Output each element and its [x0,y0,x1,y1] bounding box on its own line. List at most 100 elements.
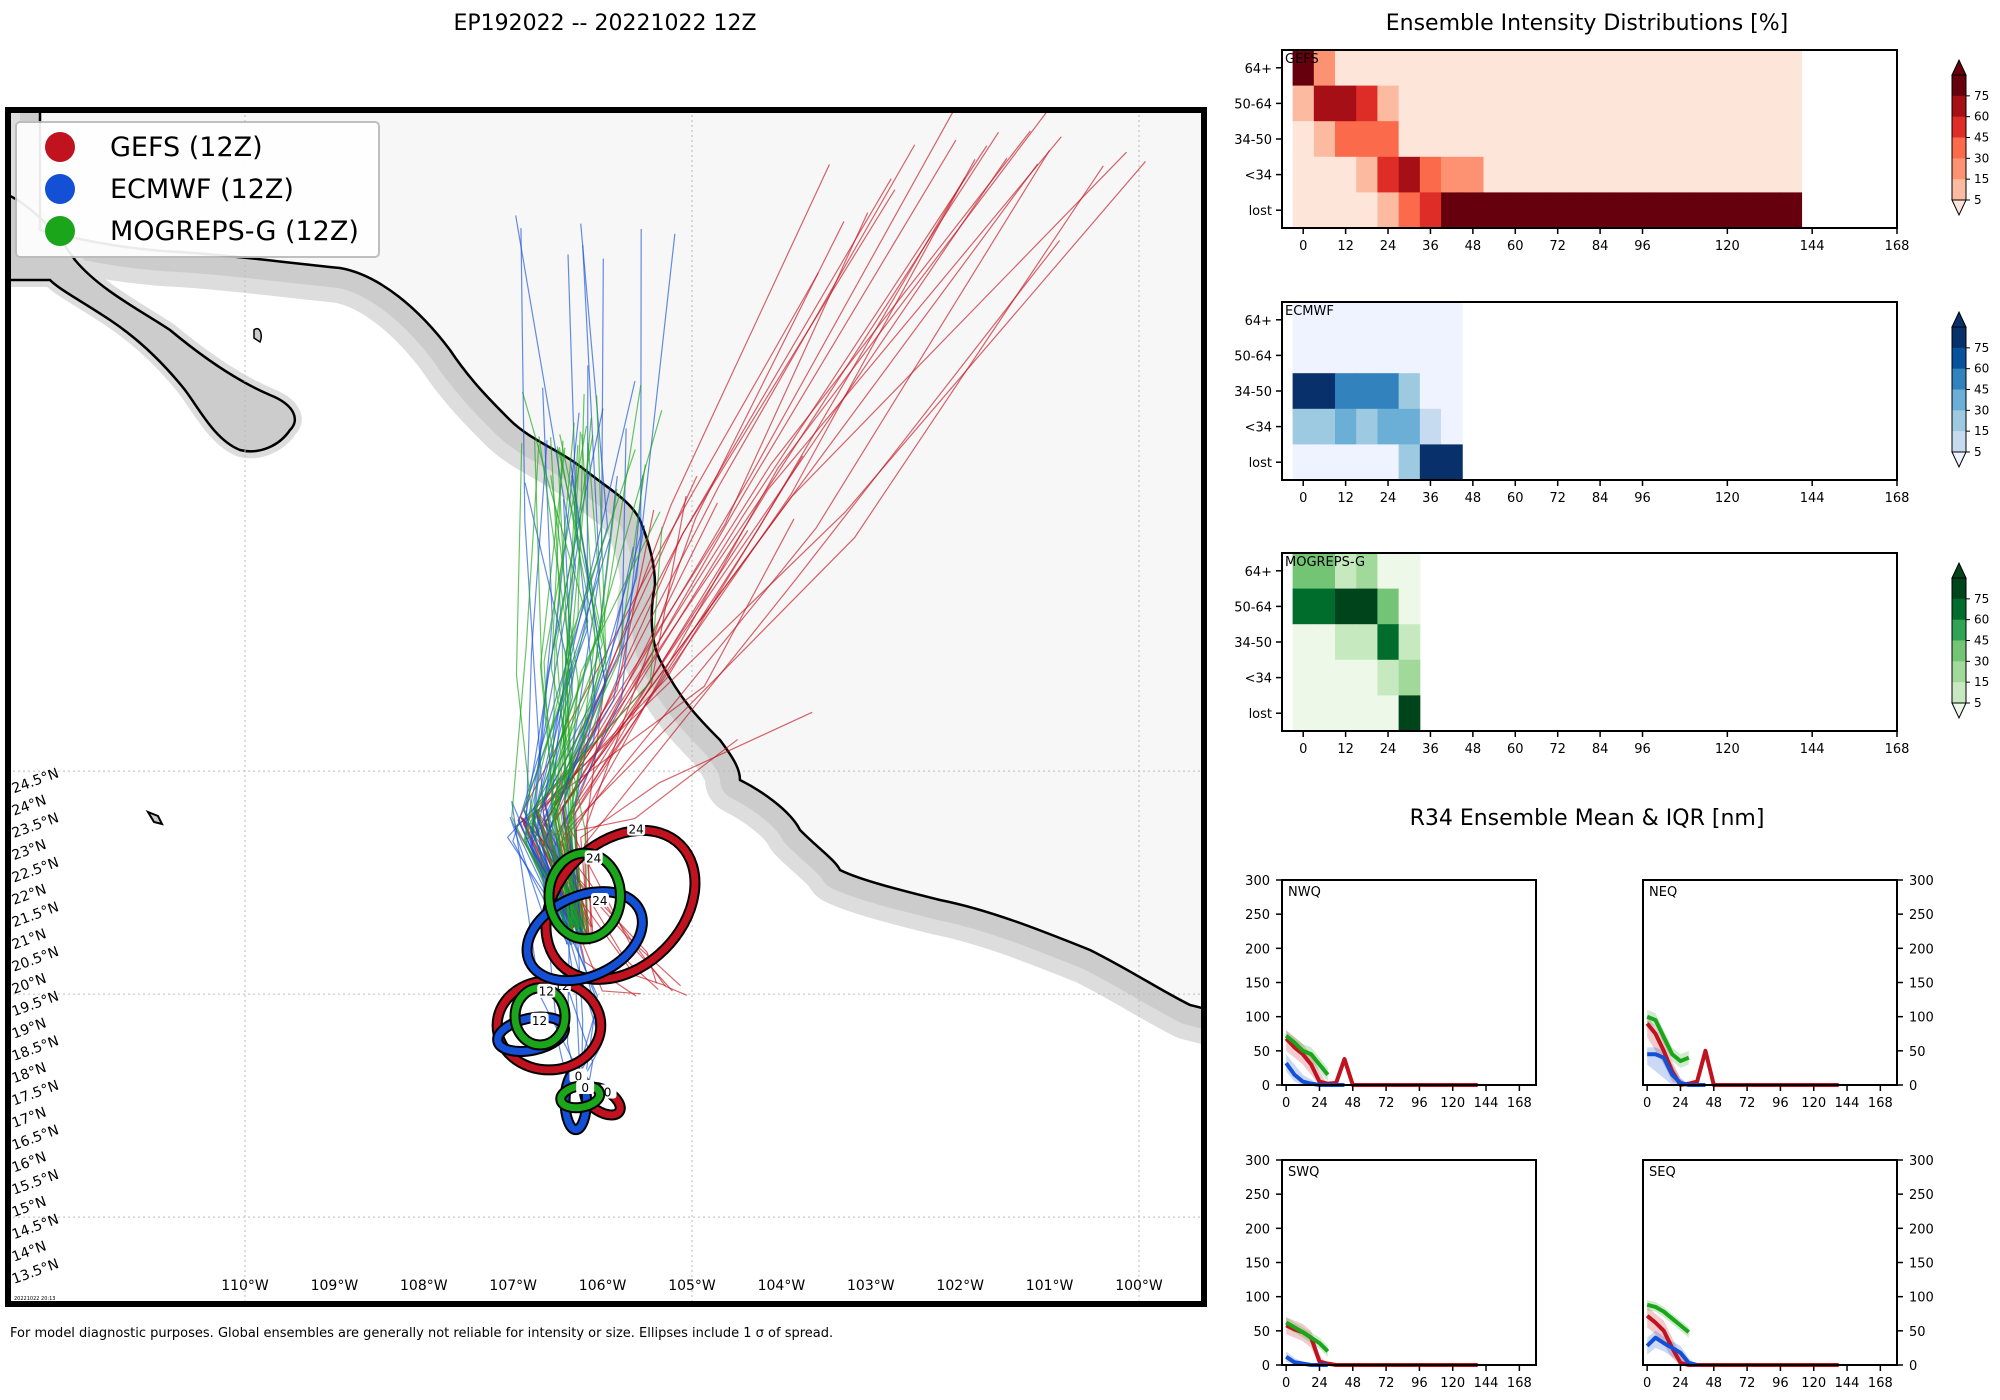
ytick-label: 150 [1245,977,1270,992]
xtick-label: 72 [1739,1376,1756,1391]
heatmap-cell [1504,121,1527,158]
heatmap-model-label: MOGREPS-G [1285,555,1365,570]
heatmap-cell [1653,50,1675,87]
xtick-label: 168 [1885,742,1910,757]
colorbar-segment [1952,75,1966,97]
colorbar-segment [1952,137,1966,159]
intensity-row-label: 64+ [1245,565,1272,580]
heatmap-cell [1335,192,1357,229]
xtick-label: 24 [1672,1096,1689,1111]
lon-tick-label: 105°W [668,1278,716,1294]
heatmap-cell [1335,337,1357,374]
ellipse-hour-label: 12 [532,1014,547,1028]
heatmap-cell [1398,373,1421,410]
heatmap-cell [1398,695,1421,732]
heatmap-cell [1313,553,1336,590]
heatmap-cell [1674,192,1697,229]
ellipse-hour-label: 24 [592,894,607,908]
heatmap-cell [1356,121,1378,158]
lon-tick-label: 100°W [1115,1278,1163,1294]
heatmap-cell [1313,50,1336,87]
heatmap-cell [1568,50,1590,87]
footnote: For model diagnostic purposes. Global en… [10,1326,833,1341]
xtick-label: 168 [1885,239,1910,254]
heatmap-cell [1759,85,1781,122]
ecmwf-ellipse-24h [523,888,646,985]
heatmap-cell [1313,624,1336,661]
heatmap-cell [1292,624,1315,661]
heatmap-cell [1356,302,1378,339]
xtick-label: 48 [1465,491,1482,506]
xtick-label: 144 [1800,239,1825,254]
xtick-label: 120 [1715,239,1740,254]
heatmap-cell [1716,85,1739,122]
xtick-label: 84 [1592,742,1609,757]
heatmap-cell [1335,588,1357,625]
heatmap-cell [1780,85,1803,122]
xtick-label: 168 [1868,1096,1893,1111]
heatmap-cell [1313,373,1336,410]
heatmap-cell [1547,156,1569,193]
heatmap-cell [1610,156,1633,193]
heatmap-cell [1292,85,1315,122]
heatmap-cell [1292,659,1315,696]
heatmap-cell [1547,192,1569,229]
heatmap-cell [1377,408,1400,445]
heatmap-cell [1398,50,1421,87]
heatmap-cell [1377,337,1400,374]
heatmap-cell [1292,50,1315,87]
heatmap-cell [1610,50,1633,87]
heatmap-cell [1653,156,1675,193]
heatmap-cell [1377,373,1400,410]
heatmap-cell [1335,624,1357,661]
heatmap-cell [1462,156,1484,193]
xtick-label: 168 [1507,1376,1532,1391]
island [145,809,164,826]
gefs-intensity: 64+ 50-64 34-50 <34 lost 0 12 24 36 48 60 72 84 96 120… [1234,49,1989,254]
heatmap-cell [1525,192,1548,229]
xtick-label: 36 [1422,491,1439,506]
xtick-label: 24 [1311,1096,1328,1111]
heatmap-cell [1525,121,1548,158]
heatmap-cell [1547,50,1569,87]
heatmap-cell [1356,373,1378,410]
quadrant-label: NWQ [1288,885,1321,900]
lon-tick-label: 108°W [400,1278,448,1294]
heatmap-cell [1525,156,1548,193]
mogreps-track [511,444,572,936]
heatmap-cell [1398,659,1421,696]
ytick-label: 300 [1245,1154,1270,1169]
colorbar-segment [1952,682,1966,704]
heatmap-cell [1419,192,1442,229]
heatmap-cell [1441,192,1463,229]
xtick-label: 24 [1380,239,1397,254]
heatmap-cell [1292,302,1315,339]
heatmap-cell [1377,50,1400,87]
colorbar-tick-label: 15 [1974,424,1989,438]
heatmap-cell [1377,444,1400,481]
heatmap-cell [1313,408,1336,445]
heatmap-cell [1377,695,1400,732]
xtick-label: 144 [1800,491,1825,506]
heatmap-cell [1335,156,1357,193]
xtick-label: 120 [1440,1376,1465,1391]
heatmap-cell [1335,444,1357,481]
colorbar-tick-label: 5 [1974,193,1982,207]
intensity-row-label: lost [1249,456,1272,471]
heatmap-cell [1356,659,1378,696]
intensity-row-label: <34 [1245,169,1272,184]
colorbar-segment [1952,179,1966,201]
heatmap-cell [1335,659,1357,696]
mogreps-mean-line [1646,1302,1691,1334]
heatmap-cell [1547,121,1569,158]
ytick-label: 300 [1909,1154,1934,1169]
heatmap-cell [1504,156,1527,193]
heatmap-cell [1419,50,1442,87]
xtick-label: 0 [1299,742,1307,757]
heatmap-cell [1356,85,1378,122]
r34-swq: 0 24 48 72 96 120 144 168 0 50 100 150 200 250 300 SWQ [1245,1154,1537,1391]
r34-title: R34 Ensemble Mean & IQR [nm] [1410,806,1765,831]
heatmap-cell [1441,156,1463,193]
